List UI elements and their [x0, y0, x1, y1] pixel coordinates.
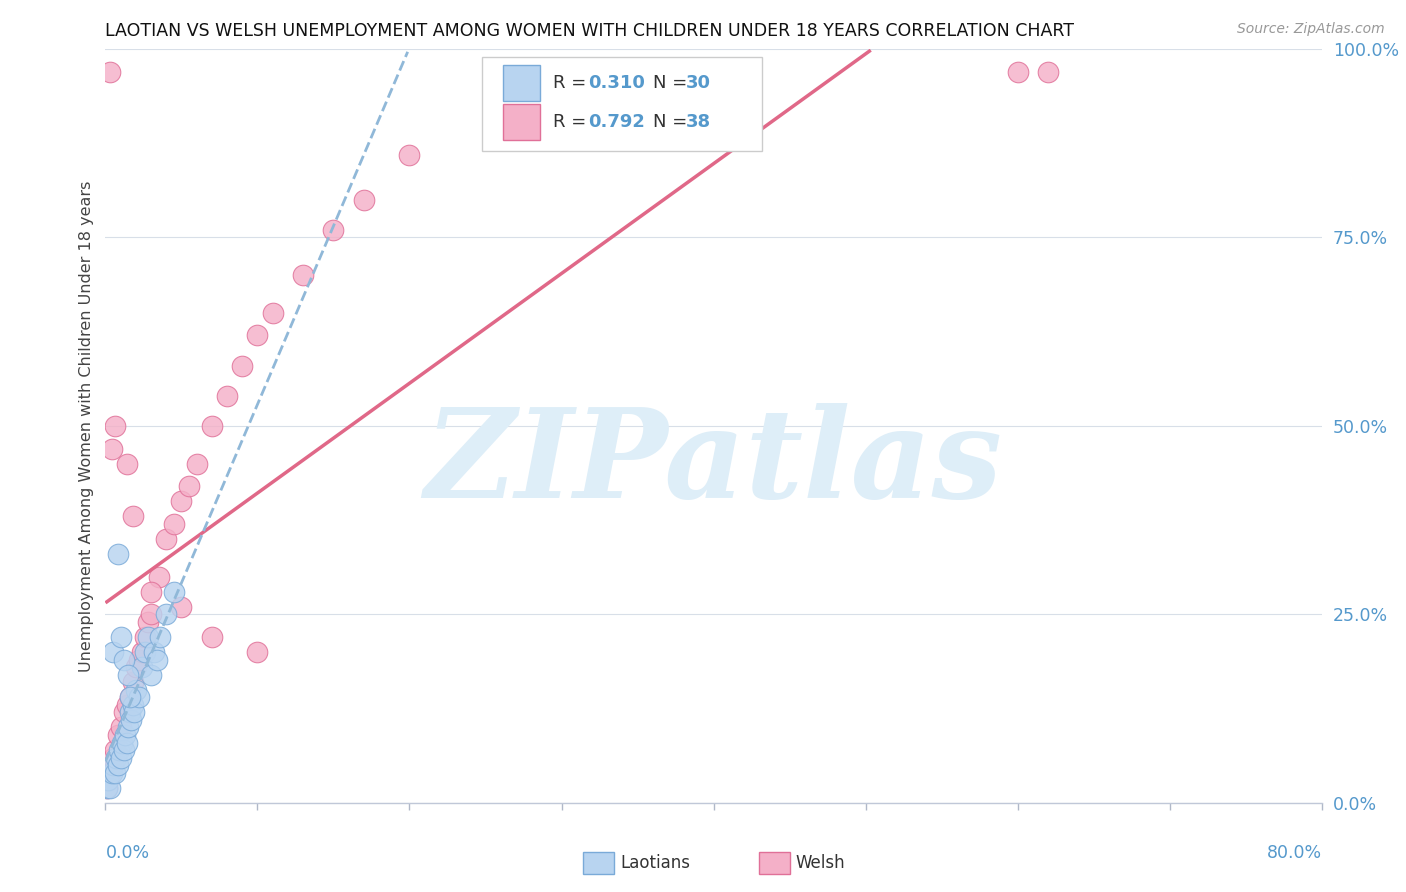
Point — [117, 667, 139, 681]
Text: Laotians: Laotians — [620, 854, 690, 871]
Point — [115, 457, 138, 471]
Point — [111, 735, 134, 749]
FancyBboxPatch shape — [503, 65, 540, 101]
Point — [115, 735, 138, 749]
Point — [115, 698, 138, 712]
Text: 38: 38 — [686, 113, 710, 131]
Point — [163, 584, 186, 599]
Point — [110, 750, 132, 764]
Point — [107, 547, 129, 561]
Point — [186, 457, 208, 471]
Point — [114, 728, 136, 742]
Point — [1007, 64, 1029, 78]
Point — [118, 690, 141, 705]
Point — [134, 645, 156, 659]
Point — [163, 516, 186, 531]
Text: LAOTIAN VS WELSH UNEMPLOYMENT AMONG WOMEN WITH CHILDREN UNDER 18 YEARS CORRELATI: LAOTIAN VS WELSH UNEMPLOYMENT AMONG WOME… — [105, 22, 1074, 40]
Point — [292, 268, 315, 283]
Point — [100, 442, 122, 456]
Point — [155, 607, 177, 622]
Point — [125, 682, 148, 697]
Text: N =: N = — [652, 74, 693, 92]
Point — [108, 743, 131, 757]
Point — [139, 584, 162, 599]
Text: 0.792: 0.792 — [588, 113, 645, 131]
FancyBboxPatch shape — [503, 104, 540, 140]
Point — [143, 645, 166, 659]
Point — [1036, 64, 1059, 78]
Point — [322, 223, 344, 237]
Point — [128, 690, 150, 705]
Point — [98, 780, 121, 795]
Point — [97, 773, 120, 788]
Point — [125, 660, 148, 674]
Point — [97, 773, 120, 788]
Point — [103, 743, 125, 757]
Point — [246, 645, 269, 659]
Point — [170, 494, 193, 508]
Y-axis label: Unemployment Among Women with Children Under 18 years: Unemployment Among Women with Children U… — [79, 180, 94, 672]
Point — [231, 359, 253, 373]
Point — [201, 630, 224, 644]
Point — [105, 750, 128, 764]
Point — [136, 630, 159, 644]
Point — [98, 765, 121, 780]
Point — [353, 193, 375, 207]
Text: Source: ZipAtlas.com: Source: ZipAtlas.com — [1237, 22, 1385, 37]
Point — [101, 758, 124, 772]
Point — [103, 419, 125, 434]
Point — [112, 706, 135, 720]
Point — [398, 147, 420, 161]
Point — [121, 509, 143, 524]
Point — [117, 721, 139, 735]
Point — [118, 690, 141, 705]
Point — [101, 645, 124, 659]
Point — [124, 706, 146, 720]
Point — [112, 743, 135, 757]
Point — [112, 652, 135, 666]
Point — [201, 419, 224, 434]
Point — [118, 706, 141, 720]
Point — [262, 306, 284, 320]
Point — [136, 615, 159, 629]
Point — [146, 652, 169, 666]
Point — [107, 728, 129, 742]
Text: 0.0%: 0.0% — [105, 844, 149, 863]
Point — [170, 599, 193, 614]
Point — [100, 765, 122, 780]
FancyBboxPatch shape — [482, 56, 762, 151]
Point — [217, 389, 239, 403]
Text: R =: R = — [553, 74, 592, 92]
Point — [96, 780, 118, 795]
Point — [100, 758, 122, 772]
Point — [121, 675, 143, 690]
Point — [101, 750, 124, 764]
Point — [177, 479, 200, 493]
Point — [110, 721, 132, 735]
Point — [131, 645, 153, 659]
Text: R =: R = — [553, 113, 592, 131]
Point — [139, 607, 162, 622]
Text: N =: N = — [652, 113, 693, 131]
Point — [148, 570, 170, 584]
Point — [110, 630, 132, 644]
Text: 30: 30 — [686, 74, 710, 92]
Point — [155, 532, 177, 546]
Point — [98, 64, 121, 78]
Point — [103, 765, 125, 780]
Point — [120, 713, 142, 727]
Text: Welsh: Welsh — [796, 854, 845, 871]
Point — [149, 630, 172, 644]
Point — [139, 667, 162, 681]
Point — [246, 328, 269, 343]
Point — [128, 652, 150, 666]
Point — [107, 758, 129, 772]
Point — [96, 780, 118, 795]
Point — [134, 630, 156, 644]
Text: ZIPatlas: ZIPatlas — [425, 403, 1002, 524]
Text: 0.310: 0.310 — [588, 74, 645, 92]
Point — [131, 660, 153, 674]
Text: 80.0%: 80.0% — [1267, 844, 1322, 863]
Point — [121, 698, 143, 712]
